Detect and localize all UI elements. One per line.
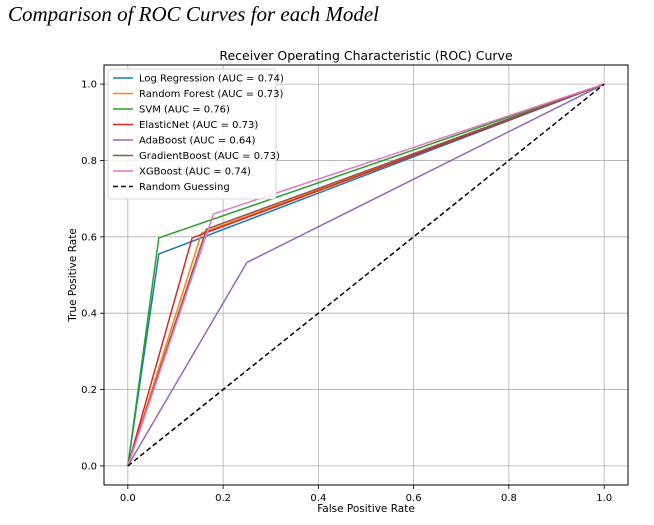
series-line (127, 83, 605, 467)
legend-label: Random Guessing (139, 182, 230, 193)
legend-label: ElasticNet (AUC = 0.73) (139, 120, 258, 131)
x-tick-label: 0.8 (501, 493, 517, 504)
y-tick-label: 0.4 (81, 309, 97, 320)
series-lines (127, 83, 605, 467)
legend-label: XGBoost (AUC = 0.74) (139, 167, 251, 178)
series-line (127, 83, 605, 467)
legend-label: Random Forest (AUC = 0.73) (139, 89, 283, 100)
y-tick-label: 1.0 (81, 80, 97, 91)
legend-box (107, 68, 277, 200)
legend-label: AdaBoost (AUC = 0.64) (139, 136, 256, 147)
y-tick-label: 0.0 (81, 461, 97, 472)
y-tick-label: 0.8 (81, 156, 97, 167)
x-axis-label: False Positive Rate (317, 503, 415, 515)
y-tick-label: 0.6 (81, 232, 97, 243)
series-line (127, 83, 605, 467)
series-line (127, 83, 605, 467)
y-axis-label: True Positive Rate (67, 228, 79, 323)
legend: Log Regression (AUC = 0.74) Random Forest… (107, 68, 284, 200)
grid-lines (104, 65, 628, 485)
legend-label: GradientBoost (AUC = 0.73) (139, 151, 280, 162)
x-tick-label: 0.4 (310, 493, 326, 504)
chart-title: Receiver Operating Characteristic (ROC) … (219, 48, 513, 63)
page-heading: Comparison of ROC Curves for each Model (8, 2, 379, 26)
x-tick-label: 1.0 (596, 493, 612, 504)
legend-label: SVM (AUC = 0.76) (139, 105, 230, 116)
series-line (127, 83, 605, 467)
legend-label: Log Regression (AUC = 0.74) (139, 74, 284, 85)
axis-ticks: 0.0 0.2 0.4 0.6 0.8 1.0 0.0 0.2 0.4 0.6 0.8 1.0 (81, 80, 612, 504)
plot-frame (103, 64, 629, 486)
y-tick-label: 0.2 (81, 385, 97, 396)
x-tick-label: 0.6 (406, 493, 422, 504)
x-tick-label: 0.0 (120, 493, 136, 504)
x-tick-label: 0.2 (215, 493, 231, 504)
